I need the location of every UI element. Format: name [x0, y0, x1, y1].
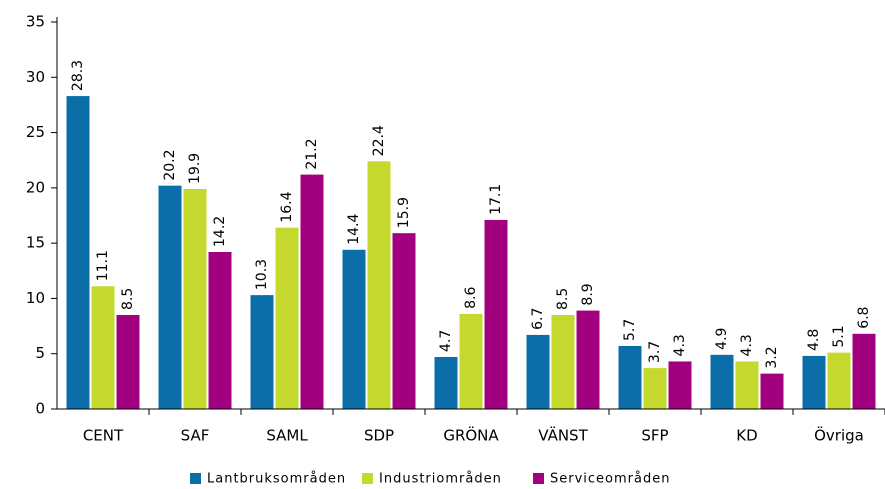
- data-label: 4.3: [672, 334, 688, 356]
- x-tick-label: VÄNST: [538, 426, 588, 445]
- bar: [643, 368, 667, 409]
- bar: [342, 249, 366, 409]
- data-label: 3.7: [647, 341, 663, 363]
- bar: [250, 295, 274, 409]
- data-label: 19.9: [187, 153, 203, 184]
- bar: [66, 96, 90, 409]
- x-tick-label: KD: [736, 427, 757, 445]
- legend-label: Lantbruksområden: [207, 472, 346, 487]
- data-label: 4.8: [806, 329, 822, 351]
- data-label: 5.7: [622, 319, 638, 341]
- bar: [576, 310, 600, 409]
- y-tick-label: 35: [26, 13, 45, 31]
- bar: [852, 333, 876, 409]
- y-tick-label: 0: [35, 400, 45, 418]
- bar: [183, 188, 207, 409]
- data-label: 20.2: [162, 149, 178, 180]
- bar: [710, 354, 734, 409]
- legend-swatch: [533, 473, 544, 484]
- bar: [827, 352, 851, 409]
- x-tick-label: GRÖNA: [443, 426, 499, 445]
- bar: [484, 219, 508, 409]
- x-tick-label: Övriga: [814, 426, 864, 445]
- legend-swatch: [190, 473, 201, 484]
- y-tick-label: 15: [26, 234, 45, 252]
- data-label: 15.9: [396, 197, 412, 228]
- bar: [367, 161, 391, 409]
- data-label: 17.1: [488, 184, 504, 215]
- y-tick-label: 25: [26, 123, 45, 141]
- data-label: 3.2: [764, 346, 780, 368]
- bar: [802, 355, 826, 409]
- bar: [158, 185, 182, 409]
- legend-swatch: [362, 473, 373, 484]
- data-label: 16.4: [279, 191, 295, 222]
- data-label: 14.4: [346, 214, 362, 245]
- data-label: 4.9: [714, 328, 730, 350]
- x-tick-label: SAF: [181, 427, 210, 445]
- y-tick-label: 10: [26, 289, 45, 307]
- x-tick-label: SAML: [266, 427, 308, 445]
- legend-label: Serviceområden: [550, 472, 670, 487]
- data-label: 6.7: [530, 308, 546, 330]
- bar: [459, 313, 483, 409]
- data-label: 10.3: [254, 259, 270, 290]
- data-label: 21.2: [304, 138, 320, 169]
- data-label: 5.1: [831, 325, 847, 347]
- bar: [91, 286, 115, 409]
- bar: [526, 334, 550, 409]
- bar: [735, 361, 759, 409]
- data-label: 8.6: [463, 287, 479, 309]
- bar: [434, 357, 458, 409]
- bar: [618, 345, 642, 409]
- y-tick-label: 5: [35, 344, 45, 362]
- data-label: 4.7: [438, 330, 454, 352]
- legend-label: Industriområden: [379, 472, 502, 487]
- x-tick-label: SFP: [641, 427, 668, 445]
- x-tick-label: SDP: [364, 427, 394, 445]
- bar: [275, 227, 299, 409]
- data-label: 22.4: [371, 125, 387, 156]
- bar: [116, 315, 140, 409]
- data-label: 11.1: [95, 250, 111, 281]
- data-label: 8.5: [555, 288, 571, 310]
- y-tick-label: 20: [26, 178, 45, 196]
- bar: [668, 361, 692, 409]
- x-tick-label: CENT: [83, 427, 124, 445]
- data-label: 6.8: [856, 307, 872, 329]
- data-label: 28.3: [70, 60, 86, 91]
- bar: [300, 174, 324, 409]
- bar: [551, 315, 575, 409]
- bar: [760, 373, 784, 409]
- y-tick-label: 30: [26, 68, 45, 86]
- data-label: 8.9: [580, 283, 596, 305]
- data-label: 4.3: [739, 334, 755, 356]
- bar: [392, 233, 416, 409]
- bar: [208, 251, 232, 409]
- data-label: 8.5: [120, 288, 136, 310]
- data-label: 14.2: [212, 216, 228, 247]
